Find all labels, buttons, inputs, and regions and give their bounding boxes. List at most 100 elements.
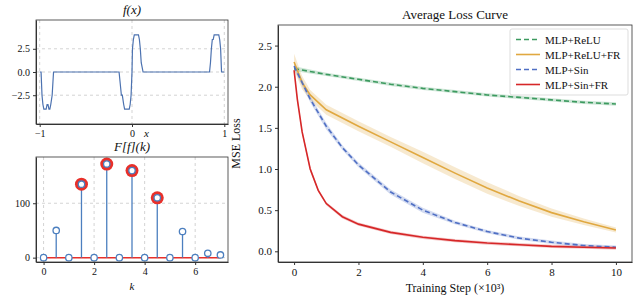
chart-title: f(x): [123, 2, 141, 17]
y-axis-title: MSE Loss: [229, 118, 243, 169]
x-axis-title: x: [143, 127, 149, 139]
x-tick-mark: [132, 124, 133, 127]
x-grid-line: [144, 157, 145, 262]
stem-marker: [104, 161, 110, 167]
x-tick: 6: [485, 262, 491, 278]
stem-line: [182, 232, 183, 258]
x-tick: 0: [292, 262, 298, 278]
x-tick: 1: [222, 124, 227, 139]
stem-line: [81, 184, 82, 257]
stem-marker: [66, 254, 72, 260]
y-tick-label: 2.5: [18, 43, 31, 54]
chart-1: 02460100F[f](k)k: [15, 139, 229, 292]
y-tick-mark: [275, 87, 278, 88]
x-tick-mark: [44, 262, 45, 265]
stem-marker: [91, 254, 97, 260]
grid: [36, 157, 228, 262]
figure: −101−2.50.02.5f(x)x02460100F[f](k)k02468…: [0, 0, 640, 298]
x-tick: 2: [92, 262, 97, 277]
x-tick-label: 4: [143, 266, 148, 277]
y-tick: 2.5: [18, 43, 37, 54]
x-tick-mark: [94, 262, 95, 265]
x-tick: 4: [143, 262, 148, 277]
x-tick-mark: [40, 124, 41, 127]
x-axis-line: [279, 262, 633, 263]
y-tick-label: 0.5: [258, 204, 272, 216]
stem-line: [157, 198, 158, 258]
stem-marker: [205, 250, 211, 256]
stem-line: [131, 171, 132, 258]
plot-frame: [278, 25, 632, 262]
y-axis-line: [278, 26, 279, 263]
highlight-point: [100, 158, 113, 171]
y-tick: 1.0: [258, 163, 278, 175]
x-tick-label: 6: [193, 266, 198, 277]
stem-line: [106, 164, 107, 258]
y-tick: 100: [15, 198, 36, 209]
stem-marker: [192, 254, 198, 260]
y-tick-label: 2.0: [258, 81, 272, 93]
y-tick-mark: [275, 46, 278, 47]
y-tick: 0.5: [258, 204, 278, 216]
x-tick: 2: [356, 262, 362, 278]
y-tick-mark: [33, 203, 36, 204]
y-tick-mark: [33, 49, 36, 50]
legend-swatch: [516, 69, 540, 71]
y-tick-label: 2.5: [258, 40, 272, 52]
y-axis: 0.0 0.5 1.0 1.5 2.0 2.5: [258, 26, 278, 263]
stem-marker: [154, 195, 160, 201]
stem-marker: [78, 181, 84, 187]
highlight-point: [151, 191, 164, 204]
x-axis-line: [37, 262, 229, 263]
highlight-point: [126, 164, 139, 177]
plot-area: [40, 158, 223, 261]
plot-frame: [36, 157, 228, 262]
y-tick: −2.5: [12, 90, 36, 101]
x-axis-title: k: [130, 280, 136, 292]
y-tick: 1.5: [258, 122, 278, 134]
y-tick: 2.5: [258, 40, 278, 52]
stem-marker: [129, 167, 135, 173]
x-tick-label: −1: [35, 128, 46, 139]
series-line: [40, 35, 225, 109]
x-axis: −1 0 1: [35, 124, 229, 139]
y-tick-label: −2.5: [12, 90, 30, 101]
chart-0: −1 0 1 −2.5 0.0 2.5 f(x) x: [12, 2, 229, 139]
stem-marker: [40, 254, 46, 260]
chart-2: 02468100.00.51.01.52.02.5Average Loss Cu…: [229, 7, 633, 295]
y-grid-line: [36, 95, 228, 96]
y-axis-line: [36, 158, 37, 263]
y-tick: 0.0: [258, 245, 278, 257]
y-axis-line: [36, 21, 37, 125]
x-tick-label: 0: [292, 266, 298, 278]
x-axis: 0246810: [279, 262, 633, 278]
x-tick-mark: [358, 262, 359, 265]
highlight-point: [75, 178, 88, 191]
x-tick-label: 6: [485, 266, 491, 278]
y-tick-mark: [275, 169, 278, 170]
y-tick-mark: [33, 72, 36, 73]
x-tick-mark: [552, 262, 553, 265]
y-tick-mark: [275, 128, 278, 129]
y-tick-label: 0.0: [258, 245, 272, 257]
plot-area: [294, 54, 616, 250]
y-tick-label: 0.0: [18, 67, 31, 78]
error-band: [294, 54, 616, 233]
legend-swatch: [516, 39, 540, 41]
legend-swatch: [516, 54, 540, 56]
y-tick-label: 100: [15, 198, 30, 209]
x-tick-label: 0: [130, 128, 135, 139]
x-axis-title: Training Step (×10³): [406, 281, 505, 295]
legend-label: MLP+ReLU: [545, 34, 601, 46]
legend: MLP+ReLUMLP+ReLU+FRMLP+SinMLP+Sin+FR: [510, 29, 628, 95]
x-tick-label: 2: [356, 266, 362, 278]
stem-marker: [167, 254, 173, 260]
stem-marker: [141, 254, 147, 260]
x-tick-label: 2: [92, 266, 97, 277]
series-line: [294, 70, 616, 248]
y-tick-mark: [33, 95, 36, 96]
y-tick-label: 1.0: [258, 163, 272, 175]
x-tick-mark: [294, 262, 295, 265]
legend-box: [510, 29, 628, 95]
plot-frame: [36, 20, 228, 124]
